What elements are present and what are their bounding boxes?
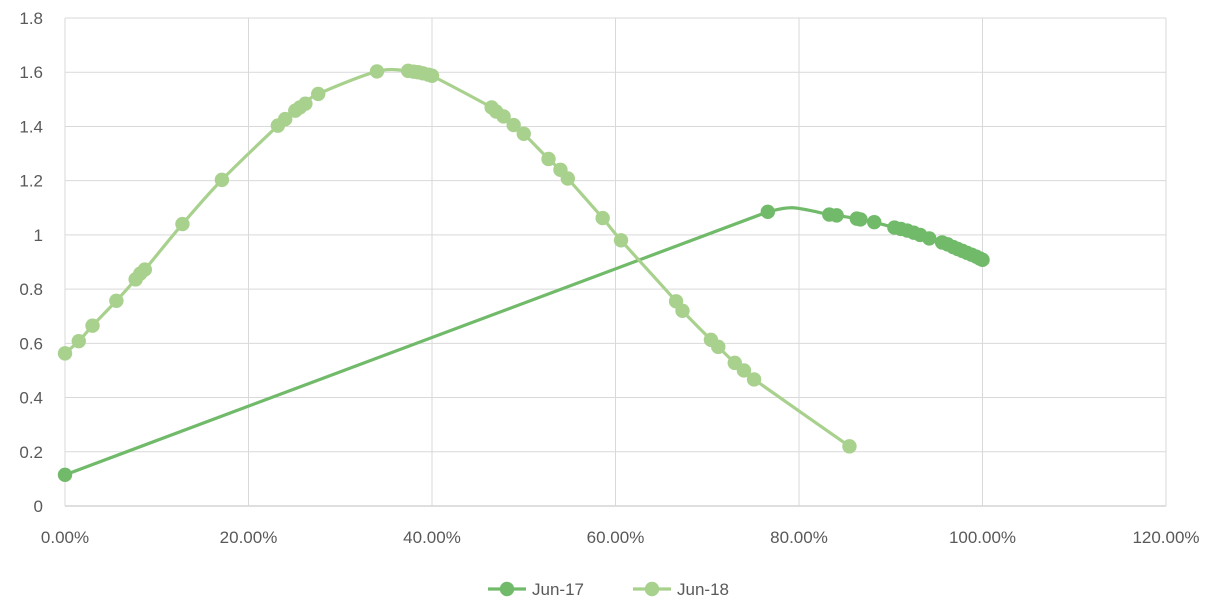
data-point (867, 214, 882, 230)
series-jun-17 (57, 204, 990, 483)
data-point (137, 262, 153, 277)
data-point (369, 64, 385, 79)
y-tick-label: 0.2 (19, 443, 43, 462)
data-point (214, 172, 230, 188)
data-point (736, 363, 752, 378)
data-point (975, 252, 990, 268)
data-point (278, 111, 293, 127)
legend-marker (499, 581, 515, 597)
x-tick-label: 40.00% (403, 528, 461, 547)
data-point (85, 318, 100, 333)
data-point (109, 293, 124, 308)
data-point (760, 204, 776, 220)
legend-label: Jun-17 (532, 580, 584, 599)
x-tick-label: 120.00% (1132, 528, 1199, 547)
data-point (57, 346, 73, 361)
data-point (71, 333, 86, 349)
y-tick-label: 1 (34, 226, 43, 245)
y-tick-label: 0.6 (19, 334, 43, 353)
legend-item-jun-17: Jun-17 (488, 580, 584, 599)
y-tick-label: 1.4 (19, 117, 43, 136)
legend-marker (644, 581, 660, 597)
y-tick-label: 0.4 (19, 389, 43, 408)
x-tick-label: 60.00% (587, 528, 645, 547)
y-tick-label: 1.2 (19, 172, 43, 191)
data-point (595, 210, 610, 226)
data-point (922, 231, 937, 246)
data-point (541, 151, 556, 167)
tick-label-layer: 0 0.2 0.4 0.6 0.8 1 1.2 1.4 1.6 1.8 0.00% 20.00% 40.… (19, 9, 1199, 547)
data-point (298, 96, 313, 111)
grid-layer (64, 17, 1167, 507)
y-tick-label: 0.8 (19, 280, 43, 299)
data-point (711, 339, 726, 355)
x-tick-label: 100.00% (949, 528, 1016, 547)
data-point (746, 372, 762, 387)
x-tick-label: 20.00% (220, 528, 278, 547)
y-tick-label: 1.6 (19, 63, 43, 82)
y-tick-label: 1.8 (19, 9, 43, 28)
data-point (560, 171, 575, 186)
data-point (424, 68, 440, 83)
data-point (496, 109, 511, 124)
data-point (516, 126, 531, 141)
data-point (853, 212, 868, 227)
data-point (829, 208, 844, 223)
legend-label: Jun-18 (677, 580, 729, 599)
legend: Jun-17 Jun-18 (488, 580, 729, 599)
series-layer (57, 63, 990, 483)
data-point (57, 467, 73, 483)
data-point (842, 439, 857, 454)
legend-item-jun-18: Jun-18 (633, 580, 729, 599)
data-point (506, 117, 521, 133)
data-point (311, 86, 326, 102)
data-point (675, 303, 690, 318)
series-jun-18 (57, 63, 857, 454)
data-point (175, 216, 190, 232)
x-tick-label: 80.00% (770, 528, 828, 547)
y-tick-label: 0 (34, 497, 43, 516)
data-point (613, 233, 629, 248)
series-line (63, 206, 985, 477)
x-tick-label: 0.00% (41, 528, 89, 547)
